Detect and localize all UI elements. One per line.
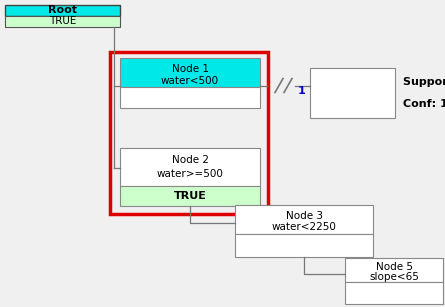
Bar — [120, 148, 260, 186]
Bar — [345, 258, 443, 282]
Text: TRUE: TRUE — [174, 191, 206, 201]
Bar — [235, 234, 373, 257]
Text: slope<65: slope<65 — [369, 272, 419, 282]
Text: water<500: water<500 — [161, 76, 219, 86]
Text: Support: 19%: Support: 19% — [403, 77, 445, 87]
Bar — [235, 205, 373, 234]
Text: Root: Root — [48, 5, 77, 15]
Bar — [345, 282, 443, 304]
Text: Node 2: Node 2 — [171, 155, 209, 165]
Text: TRUE: TRUE — [49, 16, 76, 26]
Bar — [120, 87, 260, 108]
Text: 1: 1 — [297, 86, 305, 95]
Bar — [5, 16, 120, 27]
Text: water<2250: water<2250 — [271, 222, 336, 232]
Bar — [110, 52, 268, 214]
Bar — [120, 58, 260, 87]
Bar — [5, 5, 120, 16]
Text: water>=500: water>=500 — [157, 169, 223, 179]
Text: Node 1: Node 1 — [171, 64, 209, 74]
Bar — [310, 68, 395, 118]
Bar — [120, 186, 260, 206]
Text: Node 5: Node 5 — [376, 262, 413, 272]
Text: Conf: 100%: Conf: 100% — [403, 99, 445, 109]
Text: Node 3: Node 3 — [286, 211, 323, 221]
